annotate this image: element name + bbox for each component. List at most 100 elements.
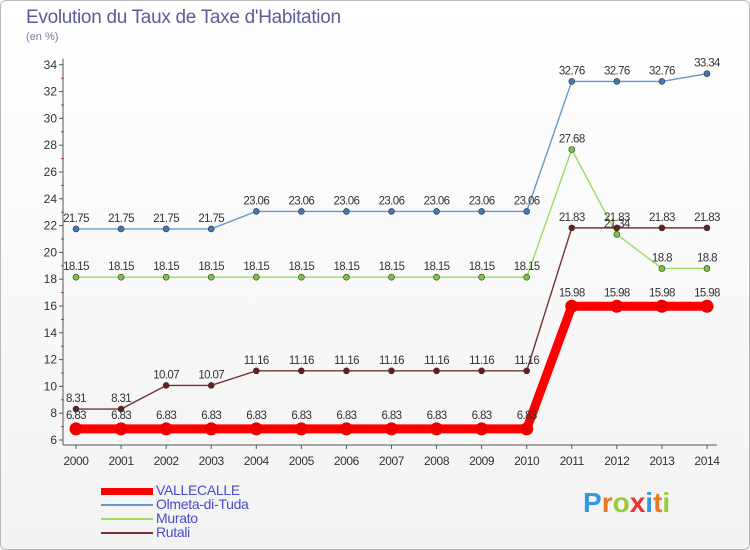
data-point-vallecalle bbox=[114, 422, 128, 436]
data-label-murato: 18.15 bbox=[334, 261, 360, 273]
y-tick-label: 26 bbox=[44, 165, 58, 179]
data-point-olmeta-di-tuda bbox=[523, 208, 531, 215]
data-point-olmeta-di-tuda bbox=[703, 70, 711, 77]
data-point-olmeta-di-tuda bbox=[207, 225, 215, 233]
x-tick-label: 2007 bbox=[379, 454, 405, 468]
logo-letter: t bbox=[653, 487, 663, 518]
data-point-rutali bbox=[343, 367, 350, 375]
data-label-murato: 18.15 bbox=[424, 261, 450, 273]
data-label-rutali: 11.16 bbox=[244, 355, 269, 367]
logo-letter: i bbox=[662, 487, 671, 518]
logo-letter: P bbox=[583, 487, 602, 518]
y-tick-label: 30 bbox=[44, 111, 58, 125]
data-point-rutali bbox=[207, 382, 215, 389]
data-label-vallecalle: 6.83 bbox=[66, 410, 86, 422]
data-point-vallecalle bbox=[610, 299, 624, 313]
data-label-vallecalle: 15.98 bbox=[604, 287, 630, 299]
data-point-rutali bbox=[703, 224, 711, 232]
data-label-rutali: 8.31 bbox=[111, 393, 131, 405]
data-label-murato: 18.15 bbox=[63, 261, 89, 273]
data-label-olmeta-di-tuda: 32.76 bbox=[604, 65, 630, 77]
data-point-vallecalle bbox=[520, 422, 534, 436]
y-tick-label: 20 bbox=[44, 245, 58, 259]
data-point-olmeta-di-tuda bbox=[658, 78, 666, 85]
logo-letter: i bbox=[645, 487, 654, 518]
data-label-rutali: 21.83 bbox=[649, 212, 675, 224]
y-tick-label: 32 bbox=[44, 85, 58, 99]
proxiti-logo: Proxiti bbox=[583, 487, 670, 519]
x-tick-label: 2013 bbox=[649, 454, 675, 468]
y-tick-label: 16 bbox=[44, 299, 58, 313]
data-point-vallecalle bbox=[69, 422, 83, 436]
data-point-vallecalle bbox=[565, 299, 579, 313]
data-label-olmeta-di-tuda: 23.06 bbox=[514, 195, 540, 207]
y-tick-label: 14 bbox=[44, 326, 58, 340]
data-label-vallecalle: 6.83 bbox=[427, 410, 447, 422]
data-point-rutali bbox=[433, 367, 440, 375]
data-label-vallecalle: 6.83 bbox=[291, 410, 311, 422]
data-point-olmeta-di-tuda bbox=[478, 208, 485, 215]
data-point-vallecalle bbox=[700, 299, 714, 313]
y-tick-label: 10 bbox=[44, 379, 58, 393]
data-label-olmeta-di-tuda: 32.76 bbox=[649, 65, 675, 77]
data-label-rutali: 21.83 bbox=[604, 212, 630, 224]
data-label-olmeta-di-tuda: 23.06 bbox=[243, 195, 269, 207]
chart-title: Evolution du Taux de Taxe d'Habitation bbox=[26, 7, 341, 28]
data-label-murato: 18.15 bbox=[198, 261, 224, 273]
data-point-olmeta-di-tuda bbox=[343, 208, 350, 215]
data-label-olmeta-di-tuda: 21.75 bbox=[108, 213, 134, 225]
data-label-rutali: 21.83 bbox=[559, 212, 585, 224]
y-tick-label: 28 bbox=[44, 138, 58, 152]
data-point-olmeta-di-tuda bbox=[117, 225, 125, 233]
data-label-rutali: 10.07 bbox=[198, 369, 224, 381]
data-point-vallecalle bbox=[655, 299, 669, 313]
data-point-vallecalle bbox=[430, 422, 444, 436]
x-tick-label: 2001 bbox=[109, 454, 135, 468]
data-label-olmeta-di-tuda: 32.76 bbox=[559, 65, 585, 77]
data-point-vallecalle bbox=[294, 422, 308, 436]
data-point-rutali bbox=[568, 224, 576, 232]
data-label-vallecalle: 6.83 bbox=[201, 410, 221, 422]
data-label-murato: 18.15 bbox=[379, 261, 405, 273]
data-point-rutali bbox=[252, 367, 260, 375]
data-label-vallecalle: 15.98 bbox=[559, 287, 585, 299]
x-tick-label: 2012 bbox=[604, 454, 630, 468]
data-point-murato bbox=[478, 273, 485, 281]
legend-swatch-rutali bbox=[101, 532, 153, 534]
data-point-murato bbox=[433, 273, 440, 281]
data-label-rutali: 8.31 bbox=[66, 393, 86, 405]
y-tick-label: 24 bbox=[44, 192, 58, 206]
data-point-olmeta-di-tuda bbox=[72, 225, 80, 233]
data-label-vallecalle: 6.83 bbox=[472, 410, 492, 422]
data-point-murato bbox=[72, 273, 80, 281]
data-label-rutali: 11.16 bbox=[469, 355, 494, 367]
x-tick-label: 2005 bbox=[289, 454, 315, 468]
data-point-rutali bbox=[478, 367, 485, 375]
data-point-murato bbox=[298, 273, 305, 281]
data-label-rutali: 21.83 bbox=[694, 212, 720, 224]
x-tick-label: 2002 bbox=[154, 454, 180, 468]
data-point-murato bbox=[703, 265, 711, 272]
x-tick-label: 2009 bbox=[469, 454, 495, 468]
legend-label-olmeta-di-tuda: Olmeta-di-Tuda bbox=[156, 496, 249, 512]
data-point-rutali bbox=[613, 224, 621, 232]
data-label-murato: 18.15 bbox=[108, 261, 134, 273]
x-tick-label: 2010 bbox=[514, 454, 540, 468]
data-label-murato: 18.15 bbox=[469, 261, 495, 273]
data-point-rutali bbox=[658, 224, 666, 232]
data-label-vallecalle: 6.83 bbox=[517, 410, 537, 422]
legend-label-murato: Murato bbox=[156, 510, 198, 526]
data-label-murato: 18.15 bbox=[514, 261, 540, 273]
data-label-murato: 18.15 bbox=[243, 261, 269, 273]
data-point-rutali bbox=[117, 405, 125, 413]
data-point-rutali bbox=[523, 367, 531, 375]
data-label-olmeta-di-tuda: 23.06 bbox=[379, 195, 405, 207]
x-tick-label: 2006 bbox=[334, 454, 360, 468]
data-point-olmeta-di-tuda bbox=[388, 208, 395, 215]
chart-subtitle: (en %) bbox=[26, 31, 59, 43]
data-point-rutali bbox=[162, 382, 170, 389]
data-point-olmeta-di-tuda bbox=[433, 208, 440, 215]
data-label-murato: 18.8 bbox=[697, 252, 717, 264]
